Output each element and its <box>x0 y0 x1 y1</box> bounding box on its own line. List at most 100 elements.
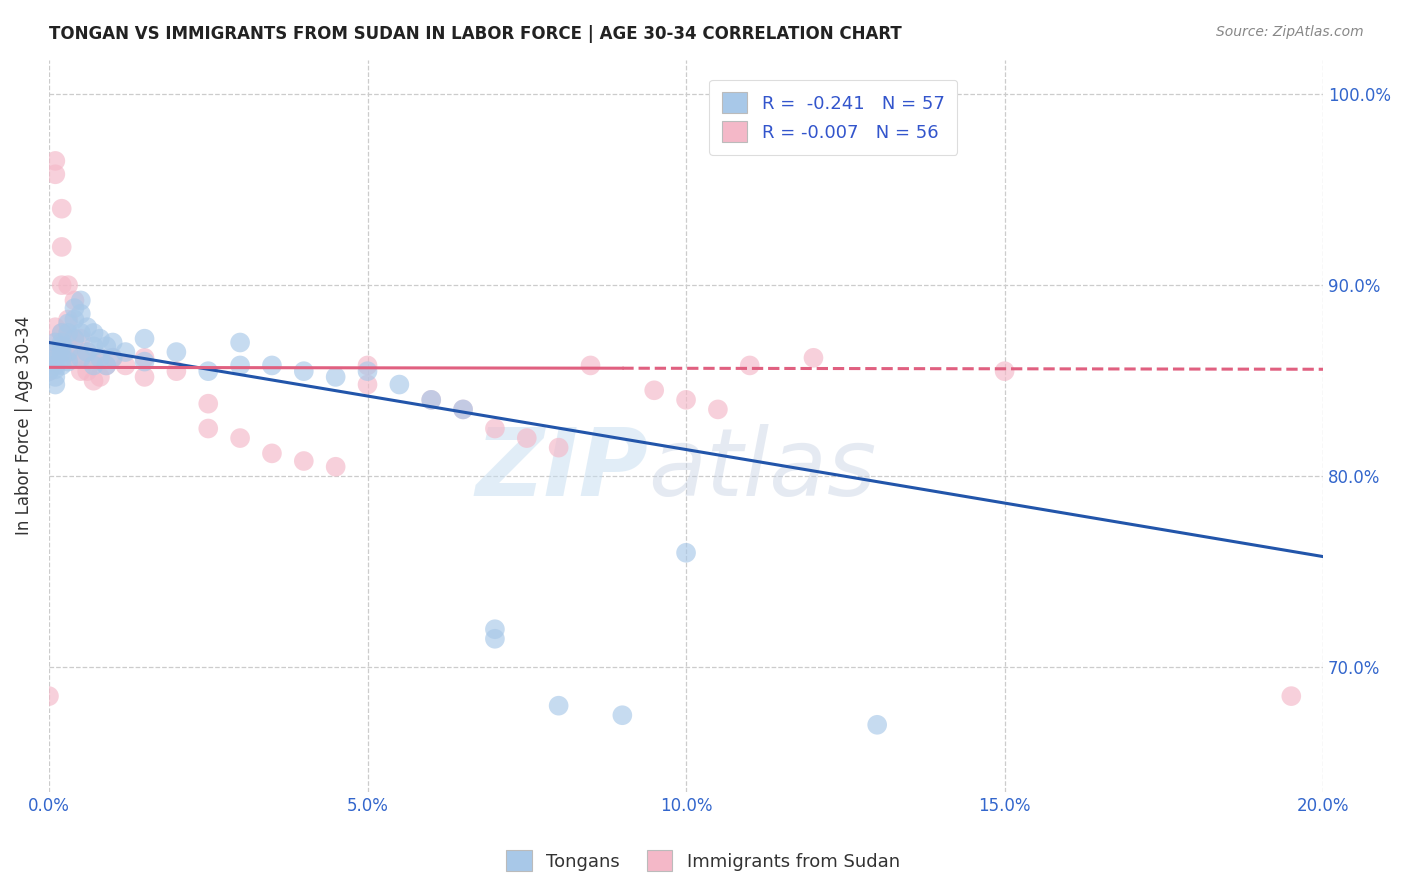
Point <box>484 622 506 636</box>
Y-axis label: In Labor Force | Age 30-34: In Labor Force | Age 30-34 <box>15 316 32 535</box>
Point <box>44 167 66 181</box>
Point <box>56 351 79 365</box>
Point <box>56 278 79 293</box>
Point <box>114 359 136 373</box>
Point <box>56 312 79 326</box>
Point <box>56 345 79 359</box>
Point <box>76 345 98 359</box>
Point <box>38 351 60 365</box>
Point <box>707 402 730 417</box>
Point <box>101 351 124 365</box>
Point <box>292 364 315 378</box>
Point <box>197 421 219 435</box>
Point <box>44 335 66 350</box>
Point <box>38 689 60 703</box>
Point <box>38 364 60 378</box>
Point <box>38 354 60 368</box>
Point <box>83 374 105 388</box>
Point <box>51 351 73 365</box>
Point <box>63 312 86 326</box>
Point <box>69 307 91 321</box>
Point <box>134 332 156 346</box>
Point <box>44 351 66 365</box>
Point <box>51 278 73 293</box>
Point <box>69 326 91 340</box>
Point <box>356 359 378 373</box>
Point <box>44 335 66 350</box>
Point <box>675 392 697 407</box>
Point <box>197 364 219 378</box>
Point <box>51 359 73 373</box>
Point <box>83 354 105 368</box>
Point <box>56 326 79 340</box>
Point <box>516 431 538 445</box>
Point <box>484 632 506 646</box>
Point <box>96 359 118 373</box>
Legend: R =  -0.241   N = 57, R = -0.007   N = 56: R = -0.241 N = 57, R = -0.007 N = 56 <box>710 79 957 154</box>
Point <box>63 301 86 315</box>
Point <box>69 332 91 346</box>
Point <box>44 153 66 168</box>
Point <box>356 364 378 378</box>
Point <box>89 370 111 384</box>
Point <box>51 339 73 353</box>
Point <box>63 332 86 346</box>
Point <box>51 345 73 359</box>
Point <box>89 351 111 365</box>
Point <box>325 459 347 474</box>
Point <box>83 339 105 353</box>
Point <box>803 351 825 365</box>
Point <box>547 698 569 713</box>
Point <box>738 359 761 373</box>
Legend: Tongans, Immigrants from Sudan: Tongans, Immigrants from Sudan <box>499 843 907 879</box>
Point <box>76 345 98 359</box>
Point <box>44 320 66 334</box>
Point <box>134 351 156 365</box>
Point <box>101 335 124 350</box>
Point <box>44 351 66 365</box>
Point <box>44 377 66 392</box>
Point <box>44 362 66 376</box>
Point <box>579 359 602 373</box>
Point <box>356 377 378 392</box>
Point <box>134 354 156 368</box>
Point <box>76 320 98 334</box>
Point <box>89 351 111 365</box>
Point <box>165 345 187 359</box>
Text: ZIP: ZIP <box>475 424 648 516</box>
Point <box>675 546 697 560</box>
Point <box>51 240 73 254</box>
Point <box>69 364 91 378</box>
Point <box>89 332 111 346</box>
Point <box>56 317 79 331</box>
Point <box>547 441 569 455</box>
Point <box>1279 689 1302 703</box>
Point <box>51 335 73 350</box>
Text: TONGAN VS IMMIGRANTS FROM SUDAN IN LABOR FORCE | AGE 30-34 CORRELATION CHART: TONGAN VS IMMIGRANTS FROM SUDAN IN LABOR… <box>49 25 903 43</box>
Point <box>114 345 136 359</box>
Text: atlas: atlas <box>648 424 876 515</box>
Point <box>260 359 283 373</box>
Point <box>38 364 60 378</box>
Point <box>44 370 66 384</box>
Point <box>44 345 66 359</box>
Point <box>420 392 443 407</box>
Point <box>994 364 1017 378</box>
Point <box>388 377 411 392</box>
Point <box>643 384 665 398</box>
Point <box>69 351 91 365</box>
Point <box>325 370 347 384</box>
Point <box>96 339 118 353</box>
Point <box>51 326 73 340</box>
Point <box>63 332 86 346</box>
Point <box>56 332 79 346</box>
Point <box>229 431 252 445</box>
Point <box>101 351 124 365</box>
Point <box>420 392 443 407</box>
Point <box>197 397 219 411</box>
Point <box>83 359 105 373</box>
Point <box>134 370 156 384</box>
Point <box>63 293 86 308</box>
Point <box>229 335 252 350</box>
Point <box>76 364 98 378</box>
